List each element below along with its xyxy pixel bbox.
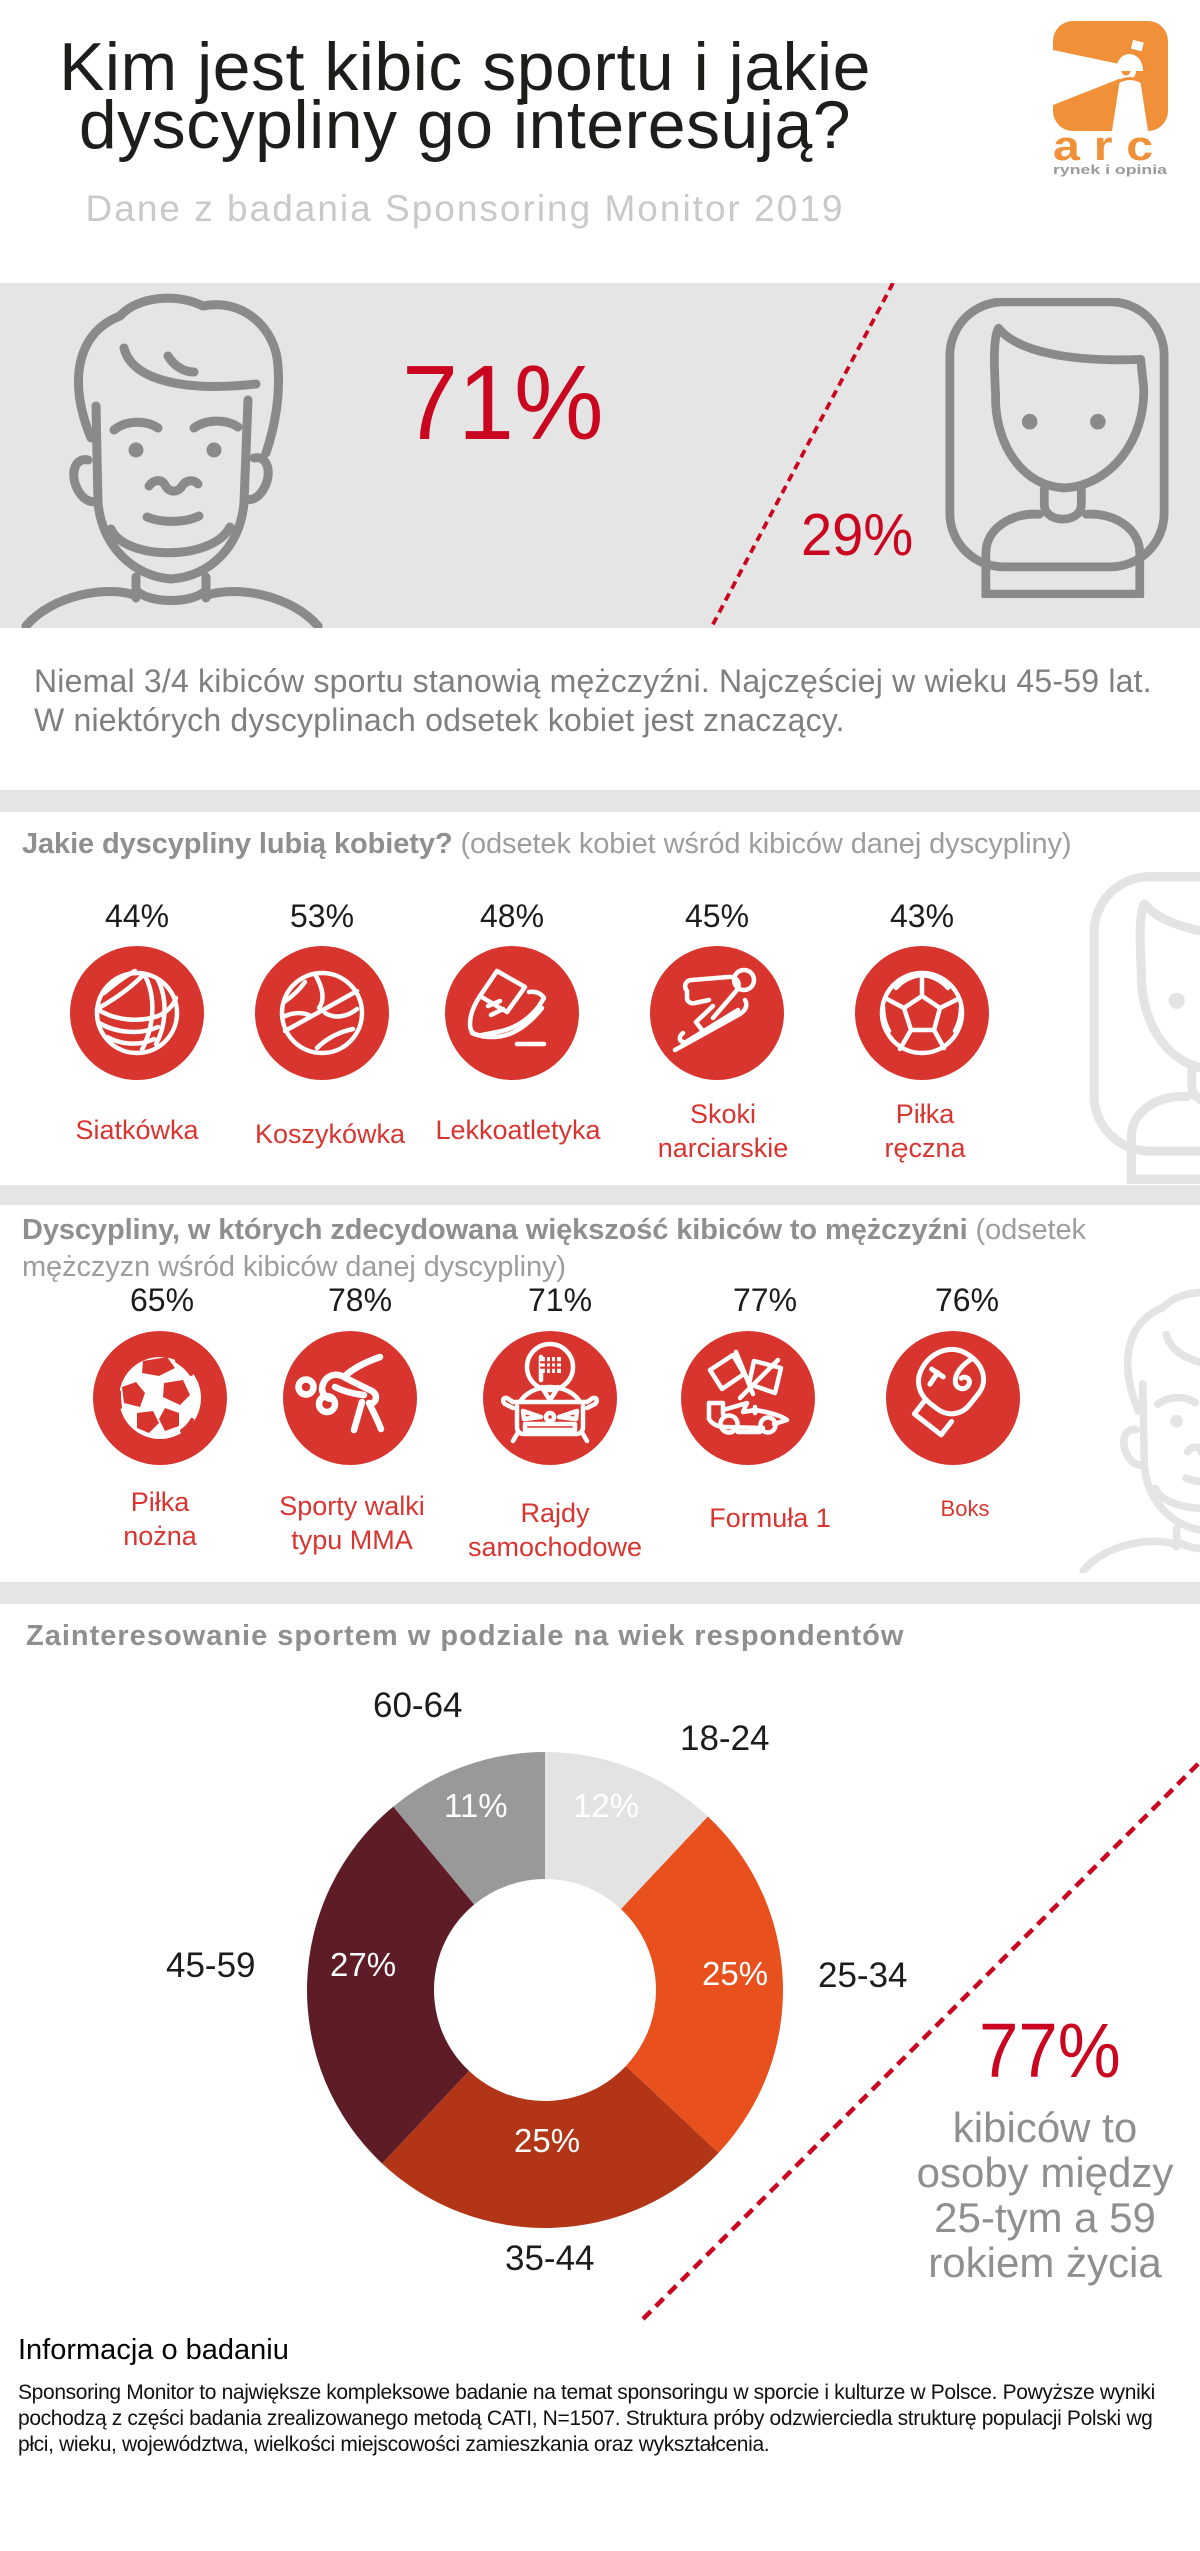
svg-text:arc: arc [1053, 122, 1167, 169]
svg-text:rynek i opinia: rynek i opinia [1053, 163, 1168, 177]
